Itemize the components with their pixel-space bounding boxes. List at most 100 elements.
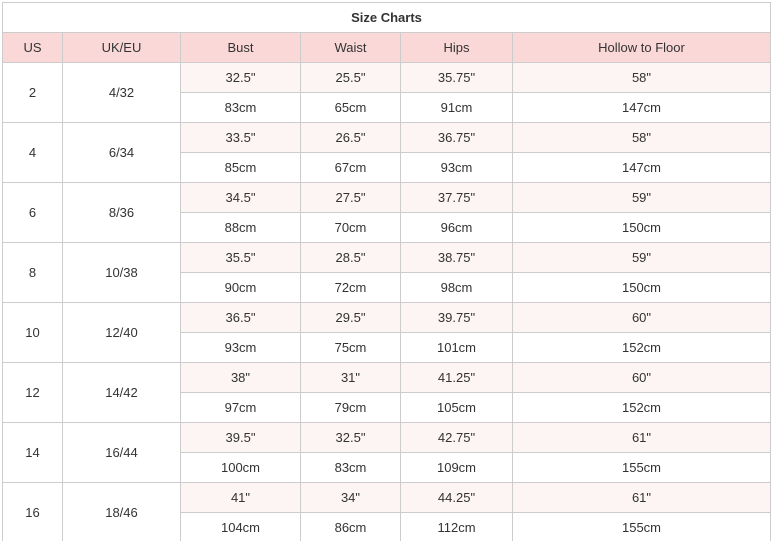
cell-hips-cm: 93cm [400,152,513,183]
cell-hips-cm: 112cm [400,512,513,541]
cell-hollow-cm: 150cm [512,272,771,303]
cell-waist-inches: 26.5" [300,122,401,153]
cell-hollow-cm: 147cm [512,92,771,123]
cell-waist-inches: 25.5" [300,62,401,93]
column-header-hips: Hips [400,32,513,63]
cell-us-size: 14 [2,422,63,483]
cell-bust-cm: 100cm [180,452,301,483]
cell-ukeu-size: 6/34 [62,122,181,183]
table-row: 16 18/46 41" 34" 44.25" 61" [2,482,771,541]
table-row: 2 4/32 32.5" 25.5" 35.75" 58" [2,62,771,123]
cell-hips-cm: 91cm [400,92,513,123]
cell-hips-inches: 38.75" [400,242,513,273]
cell-hollow-cm: 152cm [512,332,771,363]
cell-us-size: 4 [2,122,63,183]
cell-hollow-inches: 58" [512,62,771,93]
table-row: 97cm 79cm 105cm 152cm [3,392,771,423]
cell-us-size: 2 [2,62,63,123]
cell-hips-cm: 96cm [400,212,513,243]
cell-bust-cm: 88cm [180,212,301,243]
column-header-row: US UK/EU Bust Waist Hips Hollow to Floor [2,32,771,63]
cell-hips-inches: 36.75" [400,122,513,153]
table-row: 4 6/34 33.5" 26.5" 36.75" 58" [2,122,771,183]
cell-us-size: 12 [2,362,63,423]
cell-waist-cm: 79cm [300,392,401,423]
cell-hips-inches: 35.75" [400,62,513,93]
cell-hollow-inches: 61" [512,422,771,453]
cell-hollow-cm: 150cm [512,212,771,243]
cell-hollow-cm: 152cm [512,392,771,423]
table-row: 8 10/38 35.5" 28.5" 38.75" 59" [2,242,771,303]
cell-us-size: 8 [2,242,63,303]
cell-waist-inches: 29.5" [300,302,401,333]
cell-hollow-inches: 60" [512,362,771,393]
table-row: 83cm 65cm 91cm 147cm [3,92,771,123]
cell-bust-cm: 83cm [180,92,301,123]
table-row: 90cm 72cm 98cm 150cm [3,272,771,303]
table-row: 14 16/44 39.5" 32.5" 42.75" 61" [2,422,771,483]
table-row: 88cm 70cm 96cm 150cm [3,212,771,243]
cell-ukeu-size: 14/42 [62,362,181,423]
cell-bust-inches: 41" [180,482,301,513]
cell-bust-inches: 32.5" [180,62,301,93]
cell-hips-inches: 39.75" [400,302,513,333]
cell-ukeu-size: 12/40 [62,302,181,363]
cell-hollow-inches: 59" [512,182,771,213]
cell-waist-inches: 28.5" [300,242,401,273]
cell-waist-inches: 32.5" [300,422,401,453]
column-header-ukeu: UK/EU [62,32,181,63]
cell-bust-inches: 34.5" [180,182,301,213]
cell-hips-inches: 42.75" [400,422,513,453]
table-row: 12 14/42 38" 31" 41.25" 60" [2,362,771,423]
title-row: Size Charts [2,2,771,33]
cell-ukeu-size: 18/46 [62,482,181,541]
cell-waist-cm: 70cm [300,212,401,243]
table-row: 85cm 67cm 93cm 147cm [3,152,771,183]
cell-hollow-cm: 147cm [512,152,771,183]
column-header-hollow-to-floor: Hollow to Floor [512,32,771,63]
cell-hips-cm: 105cm [400,392,513,423]
cell-bust-inches: 36.5" [180,302,301,333]
column-header-bust: Bust [180,32,301,63]
cell-bust-cm: 85cm [180,152,301,183]
cell-waist-cm: 75cm [300,332,401,363]
cell-bust-cm: 104cm [180,512,301,541]
cell-bust-cm: 97cm [180,392,301,423]
cell-us-size: 6 [2,182,63,243]
page-title: Size Charts [2,2,771,33]
cell-hollow-inches: 60" [512,302,771,333]
cell-hollow-cm: 155cm [512,452,771,483]
cell-ukeu-size: 4/32 [62,62,181,123]
cell-hollow-inches: 58" [512,122,771,153]
cell-bust-inches: 39.5" [180,422,301,453]
cell-us-size: 10 [2,302,63,363]
table-row: 10 12/40 36.5" 29.5" 39.75" 60" [2,302,771,363]
cell-bust-cm: 93cm [180,332,301,363]
cell-waist-inches: 27.5" [300,182,401,213]
cell-hips-inches: 37.75" [400,182,513,213]
cell-waist-inches: 34" [300,482,401,513]
cell-ukeu-size: 16/44 [62,422,181,483]
cell-waist-cm: 72cm [300,272,401,303]
cell-waist-cm: 86cm [300,512,401,541]
cell-waist-cm: 67cm [300,152,401,183]
table-row: 104cm 86cm 112cm 155cm [3,512,771,541]
cell-hips-inches: 44.25" [400,482,513,513]
cell-hips-inches: 41.25" [400,362,513,393]
cell-hollow-cm: 155cm [512,512,771,541]
cell-bust-inches: 38" [180,362,301,393]
cell-bust-inches: 35.5" [180,242,301,273]
cell-bust-cm: 90cm [180,272,301,303]
cell-hips-cm: 109cm [400,452,513,483]
cell-hollow-inches: 61" [512,482,771,513]
table-row: 6 8/36 34.5" 27.5" 37.75" 59" [2,182,771,243]
cell-waist-cm: 83cm [300,452,401,483]
cell-us-size: 16 [2,482,63,541]
cell-hips-cm: 98cm [400,272,513,303]
cell-waist-inches: 31" [300,362,401,393]
cell-hollow-inches: 59" [512,242,771,273]
cell-bust-inches: 33.5" [180,122,301,153]
